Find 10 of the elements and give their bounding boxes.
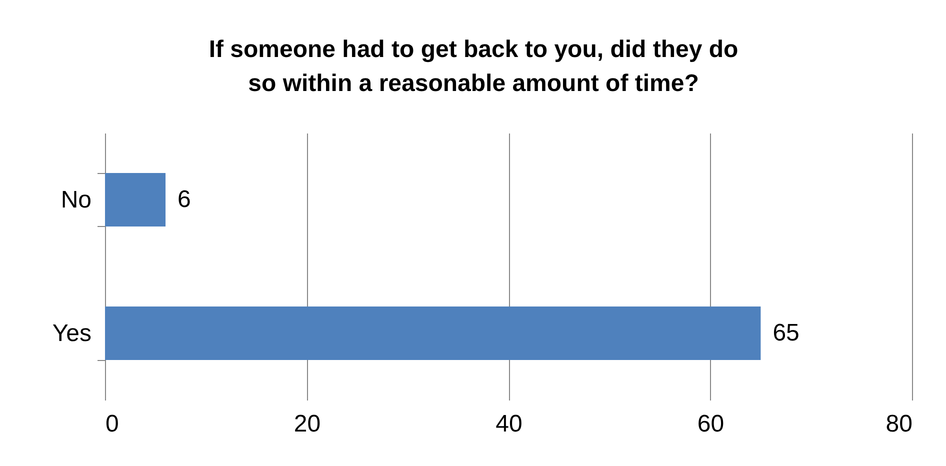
x-tick-label: 0: [106, 410, 119, 438]
data-label: 65: [772, 319, 800, 346]
y-tick-label: No: [60, 186, 92, 214]
y-tick-label: Yes: [52, 320, 92, 347]
x-tick-label: 40: [496, 410, 522, 438]
x-tick-label: 80: [886, 410, 912, 438]
chart-title: If someone had to get back to you, did they do so within a reasonable amount of time?: [208, 36, 738, 97]
x-tick-label: 60: [697, 410, 724, 438]
data-label: 6: [178, 186, 191, 213]
x-tick-label: 20: [294, 410, 321, 438]
